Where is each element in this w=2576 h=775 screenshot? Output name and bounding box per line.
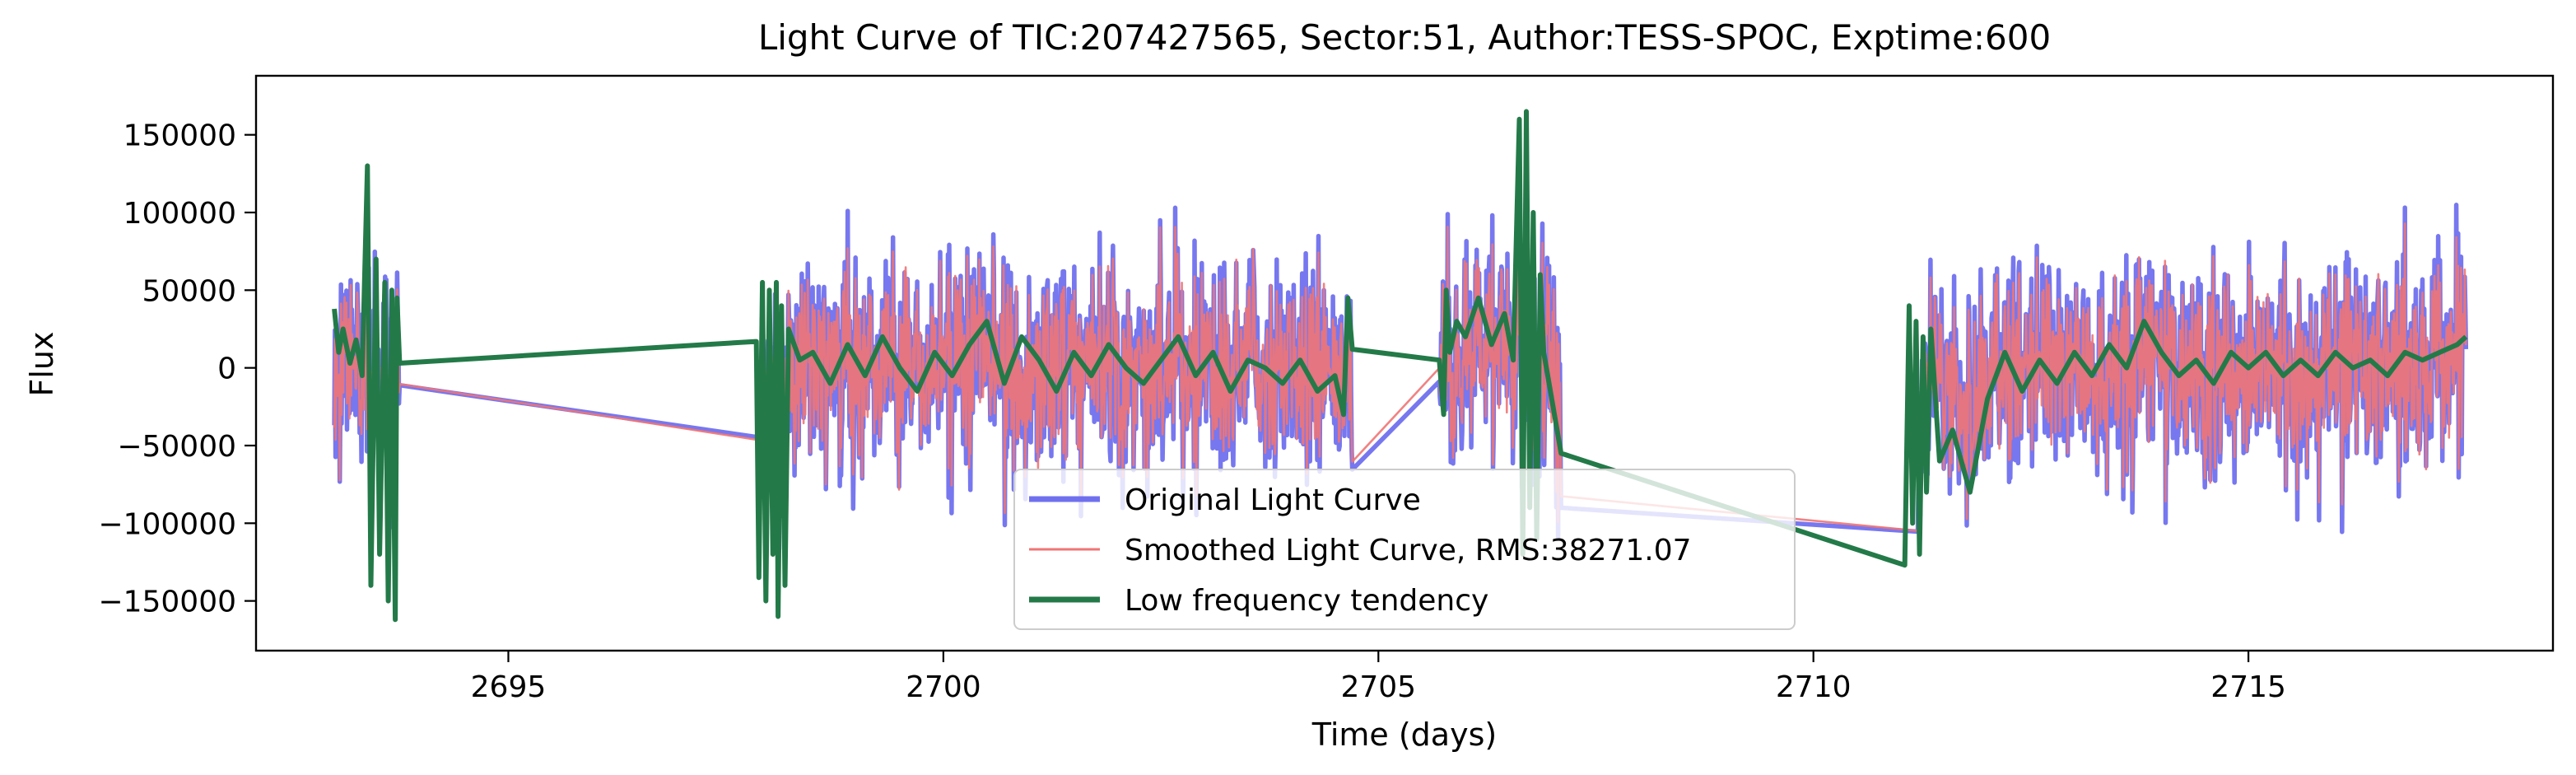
legend-label: Smoothed Light Curve, RMS:38271.07: [1125, 534, 1692, 567]
y-tick-label: −150000: [98, 586, 236, 619]
x-axis: 2695 2700 2705 2710 2715: [471, 651, 2286, 704]
plot-area: [254, 74, 2555, 652]
y-axis-label: Flux: [24, 332, 60, 397]
x-tick-label: 2710: [1776, 670, 1852, 704]
series-low-frequency-tendency: [332, 109, 2468, 623]
y-axis: −150000 −100000 −50000 0 50000 100000 150000: [98, 119, 256, 619]
y-tick-label: 100000: [123, 197, 236, 231]
plot-frame: [254, 74, 2555, 652]
x-tick-label: 2705: [1340, 670, 1416, 704]
legend-label: Original Light Curve: [1125, 483, 1421, 517]
x-tick-label: 2700: [906, 670, 981, 704]
y-tick-label: 50000: [142, 274, 236, 308]
y-tick-label: 150000: [123, 119, 236, 153]
series-layer: [332, 109, 2469, 623]
legend-box: [1013, 469, 1796, 630]
chart-title: Light Curve of TIC:207427565, Sector:51,…: [758, 17, 2051, 58]
x-tick-label: 2695: [471, 670, 547, 704]
y-tick-label: 0: [217, 352, 236, 386]
y-tick-label: −100000: [98, 507, 236, 541]
x-tick-label: 2715: [2210, 670, 2286, 704]
legend: Original Light Curve Smoothed Light Curve…: [1013, 469, 1796, 630]
x-axis-label: Time (days): [1311, 717, 1497, 753]
y-tick-label: −50000: [117, 430, 236, 464]
legend-label: Low frequency tendency: [1125, 584, 1488, 618]
